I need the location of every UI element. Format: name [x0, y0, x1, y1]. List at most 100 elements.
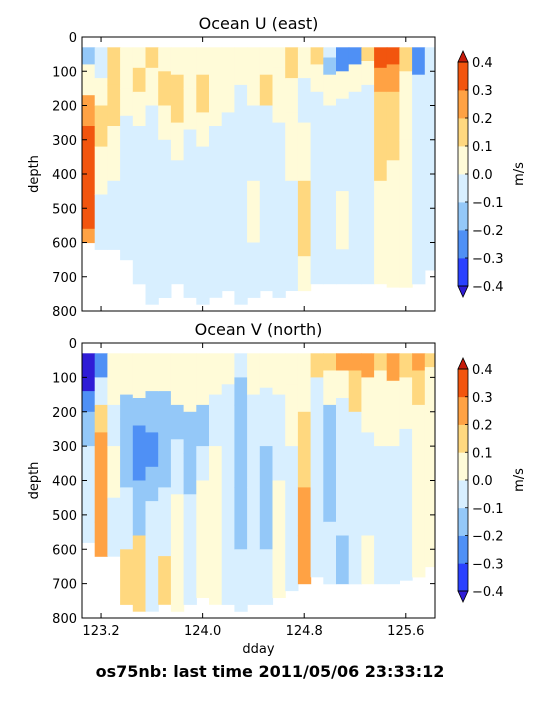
- heatmap-cell: [361, 377, 375, 433]
- heatmap-cell: [221, 353, 235, 385]
- heatmap-cell: [196, 112, 210, 148]
- heatmap-cell: [94, 404, 108, 433]
- heatmap-cell: [221, 112, 235, 292]
- y-tick-label: 600: [52, 543, 77, 558]
- heatmap-cell: [234, 353, 248, 378]
- colorbar: 0.4 0.3 0.2 0.1 0.0 −0.1 −0.2 −0.3 −0.4 m/s: [457, 50, 527, 298]
- heatmap-cell: [94, 78, 108, 107]
- colorbar-swatch: [458, 563, 468, 592]
- heatmap-cell: [107, 446, 121, 499]
- colorbar-tick-label: −0.3: [472, 252, 504, 267]
- y-tick-label: 200: [52, 100, 77, 115]
- heatmap-cell: [412, 370, 426, 406]
- heatmap-cell: [158, 487, 172, 557]
- heatmap-cell: [386, 160, 400, 288]
- colorbar-extend-max: [457, 50, 469, 63]
- heatmap-cell: [310, 91, 324, 285]
- heatmap-cell: [310, 480, 324, 578]
- heatmap-cell: [297, 535, 312, 585]
- heatmap-cell: [285, 47, 299, 79]
- heatmap-cell: [361, 47, 375, 62]
- heatmap-cell: [259, 387, 274, 447]
- heatmap-cell: [259, 446, 274, 550]
- y-tick-label: 800: [52, 305, 77, 320]
- heatmap-cell: [424, 78, 435, 271]
- heatmap-cell: [386, 380, 400, 447]
- heatmap-cell: [323, 521, 337, 585]
- heatmap-cell: [310, 353, 324, 378]
- heatmap-cell: [183, 353, 197, 413]
- colorbar-tick-label: 0.0: [472, 168, 493, 183]
- heatmap-cell: [158, 47, 172, 72]
- x-tick-label: 124.0: [184, 624, 221, 639]
- y-tick-label: 0: [69, 31, 77, 46]
- heatmap-cell: [196, 480, 210, 598]
- heatmap-cell: [348, 91, 362, 285]
- y-tick-label: 400: [52, 168, 77, 183]
- colorbar-tick-label: 0.0: [472, 474, 493, 489]
- heatmap-cell: [183, 88, 197, 131]
- heatmap-cell: [399, 353, 413, 378]
- colorbar-tick-label: 0.3: [472, 391, 493, 406]
- colorbar-swatch: [458, 396, 468, 425]
- x-tick-label: 123.2: [82, 624, 119, 639]
- heatmap-cell: [285, 384, 299, 447]
- heatmap-cell: [374, 91, 388, 182]
- heatmap-cell: [120, 88, 134, 117]
- heatmap-cell: [120, 418, 134, 488]
- y-tick-label: 500: [52, 202, 77, 217]
- heatmap-cell: [221, 78, 235, 113]
- colorbar-swatch: [458, 230, 468, 259]
- heatmap-cell: [399, 71, 413, 141]
- heatmap-cell: [132, 126, 147, 209]
- heatmap-cell: [132, 480, 147, 537]
- heatmap-cell: [336, 370, 350, 399]
- heatmap-cell: [247, 47, 261, 107]
- colorbar-tick-label: −0.1: [472, 502, 504, 517]
- heatmap-cell: [94, 521, 108, 557]
- heatmap-cell: [94, 47, 108, 79]
- heatmap-cell: [374, 370, 388, 447]
- heatmap-cell: [399, 428, 413, 581]
- y-tick-label: 200: [52, 406, 77, 421]
- heatmap-cell: [82, 156, 96, 192]
- heatmap-cell: [234, 47, 248, 86]
- heatmap-cell: [82, 95, 96, 127]
- colorbar-swatch: [458, 452, 468, 481]
- x-tick-label: 124.8: [286, 624, 323, 639]
- heatmap-cell: [132, 208, 147, 285]
- heatmap-cell: [285, 446, 299, 592]
- heatmap-cell: [234, 377, 248, 406]
- heatmap-cell: [412, 47, 426, 76]
- colorbar-tick-label: −0.4: [472, 585, 504, 600]
- heatmap-cell: [285, 353, 299, 385]
- heatmap-cells: [82, 353, 435, 612]
- colorbar-swatch: [458, 424, 468, 453]
- heatmap-cell: [120, 47, 134, 89]
- heatmap-cell: [145, 67, 159, 107]
- heatmap-cell: [336, 191, 350, 250]
- heatmap-cell: [323, 105, 337, 285]
- heatmap-cell: [310, 47, 324, 65]
- y-tick-label: 100: [52, 65, 77, 80]
- heatmap-cell: [120, 394, 134, 420]
- heatmap-cell: [297, 122, 312, 182]
- heatmap-cell: [183, 411, 197, 454]
- heatmap-cell: [94, 377, 108, 406]
- colorbar: 0.4 0.3 0.2 0.1 0.0 −0.1 −0.2 −0.3 −0.4 m/s: [457, 357, 527, 603]
- colorbar-label: m/s: [512, 468, 527, 492]
- heatmap-cell: [247, 353, 261, 396]
- y-axis-label: depth: [27, 462, 42, 500]
- heatmap-cell: [94, 194, 108, 250]
- y-axis-label: depth: [27, 155, 42, 193]
- heatmap-cell: [247, 487, 261, 605]
- heatmap-cell: [386, 91, 400, 161]
- heatmap-cell: [259, 47, 274, 76]
- y-tick-label: 300: [52, 134, 77, 149]
- heatmap-cell: [209, 126, 223, 298]
- colorbar-swatch: [458, 507, 468, 536]
- colorbar-tick-label: 0.2: [472, 419, 493, 434]
- colorbar-tick-label: −0.2: [472, 224, 504, 239]
- heatmap-cell: [82, 446, 96, 543]
- heatmap-cell: [323, 404, 337, 523]
